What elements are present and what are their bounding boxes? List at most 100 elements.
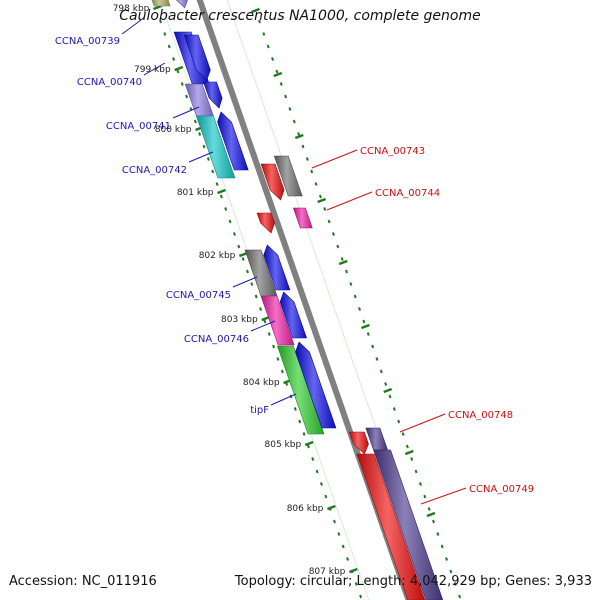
- reverse-minor-tick: [314, 182, 318, 186]
- label-leader-layer: [121, 19, 467, 505]
- forward-minor-tick: [324, 494, 328, 499]
- forward-label-leader: [143, 62, 166, 76]
- forward-gene-label[interactable]: CCNA_00746: [184, 334, 249, 345]
- forward-gene-label[interactable]: CCNA_00739: [55, 36, 120, 47]
- forward-minor-tick: [224, 207, 228, 211]
- forward-minor-tick: [180, 82, 184, 86]
- forward-minor-tick: [159, 19, 162, 24]
- gene-feature-ccna-00740[interactable]: [183, 34, 211, 81]
- reverse-label-leader: [311, 149, 358, 169]
- forward-minor-tick: [167, 44, 171, 49]
- forward-minor-tick: [228, 219, 232, 224]
- gene-feature-partial[interactable]: [173, 0, 188, 9]
- reverse-minor-tick: [310, 169, 314, 174]
- reverse-minor-tick: [453, 582, 457, 586]
- map-title: Caulobacter crescentus NA1000, complete …: [119, 8, 481, 24]
- forward-minor-tick: [241, 257, 245, 261]
- reverse-minor-tick: [358, 307, 362, 311]
- gene-feature-ccna-00748[interactable]: [348, 431, 369, 455]
- forward-minor-tick: [232, 232, 236, 236]
- forward-gene-label[interactable]: CCNA_00745: [166, 290, 231, 301]
- forward-label-leader: [188, 151, 214, 163]
- reverse-minor-tick: [384, 382, 388, 386]
- reverse-major-tick: [383, 387, 393, 394]
- reverse-minor-tick: [388, 394, 392, 399]
- gene-feature-ccna-00742[interactable]: [195, 115, 236, 179]
- accession-text: Accession: NC_011916: [9, 574, 157, 589]
- reverse-minor-tick: [379, 369, 383, 374]
- forward-minor-tick: [298, 419, 302, 424]
- forward-gene-label[interactable]: CCNA_00740: [77, 77, 142, 88]
- gene-feature-ccna-00746b[interactable]: [279, 291, 308, 339]
- gene-feature-partial[interactable]: [151, 0, 171, 7]
- forward-minor-tick: [254, 294, 258, 299]
- gene-feature-ccna-00744[interactable]: [256, 212, 275, 234]
- position-label: 801 kbp: [177, 188, 214, 198]
- gene-feature-ccna-00743[interactable]: [260, 163, 285, 201]
- reverse-minor-tick: [427, 507, 431, 511]
- reverse-minor-tick: [414, 469, 418, 474]
- reverse-minor-tick: [436, 532, 440, 536]
- gene-feature-tipf-b[interactable]: [295, 341, 337, 429]
- major-tick: [304, 440, 314, 447]
- major-tick: [348, 567, 358, 574]
- forward-minor-tick: [302, 432, 306, 436]
- major-tick: [217, 188, 226, 195]
- reverse-minor-tick: [418, 482, 422, 486]
- reverse-minor-tick: [449, 569, 453, 574]
- reverse-gene-label[interactable]: CCNA_00748: [448, 410, 513, 421]
- reverse-major-tick: [251, 7, 260, 14]
- reverse-minor-tick: [445, 557, 449, 561]
- reverse-minor-tick: [266, 44, 270, 49]
- reverse-minor-tick: [301, 144, 305, 149]
- forward-minor-tick: [259, 307, 263, 311]
- position-label: 804 kbp: [243, 378, 280, 388]
- reverse-minor-tick: [297, 132, 301, 136]
- reverse-minor-tick: [318, 194, 322, 199]
- gene-feature-ccna-00741b[interactable]: [203, 81, 223, 109]
- reverse-minor-tick: [432, 519, 435, 524]
- reverse-minor-tick: [410, 457, 414, 461]
- reverse-major-tick: [294, 133, 304, 140]
- forward-minor-tick: [293, 407, 297, 411]
- reverse-minor-tick: [366, 332, 370, 336]
- forward-label-leader: [232, 276, 258, 288]
- position-label: 800 kbp: [155, 125, 192, 135]
- forward-minor-tick: [359, 594, 363, 599]
- gene-feature-ccna-00744b[interactable]: [292, 207, 313, 229]
- reverse-minor-tick: [271, 57, 275, 61]
- feature-layer[interactable]: [151, 0, 444, 600]
- gene-feature-ccna-00746[interactable]: [260, 295, 295, 346]
- reverse-minor-tick: [423, 494, 427, 499]
- reverse-minor-tick: [336, 244, 340, 249]
- reverse-minor-tick: [288, 107, 292, 111]
- reverse-gene-label[interactable]: CCNA_00749: [469, 484, 534, 495]
- forward-minor-tick: [272, 344, 276, 349]
- gene-feature-tipf[interactable]: [276, 345, 325, 435]
- position-label: 805 kbp: [265, 440, 302, 450]
- reverse-gene-label[interactable]: CCNA_00743: [360, 146, 425, 157]
- gene-feature-ccna-00749b[interactable]: [373, 449, 444, 600]
- forward-minor-tick: [263, 319, 267, 324]
- forward-minor-tick: [219, 194, 223, 199]
- gene-feature-ccna-00748b[interactable]: [365, 427, 389, 451]
- forward-gene-label[interactable]: tipF: [250, 405, 269, 416]
- reverse-minor-tick: [284, 94, 288, 99]
- reverse-minor-tick: [279, 82, 283, 86]
- forward-minor-tick: [337, 532, 341, 536]
- reverse-minor-tick: [349, 282, 353, 286]
- gene-feature-ccna-00742b[interactable]: [217, 111, 249, 171]
- reverse-minor-tick: [323, 207, 327, 211]
- label-layer[interactable]: 798 kbp 799 kbp 800 kbp 801 kbp 802 kbp 803 k…: [55, 4, 534, 577]
- forward-gene-label[interactable]: CCNA_00741: [106, 121, 171, 132]
- reverse-major-tick: [360, 323, 370, 330]
- gene-feature-ccna-00745b[interactable]: [263, 244, 291, 291]
- forward-gene-label[interactable]: CCNA_00742: [122, 165, 187, 176]
- reverse-gene-label[interactable]: CCNA_00744: [375, 188, 440, 199]
- position-label: 807 kbp: [309, 567, 346, 577]
- gene-feature-ccna-00749[interactable]: [356, 453, 426, 600]
- reverse-major-tick: [273, 71, 283, 78]
- gene-feature-ccna-00743b[interactable]: [273, 155, 303, 197]
